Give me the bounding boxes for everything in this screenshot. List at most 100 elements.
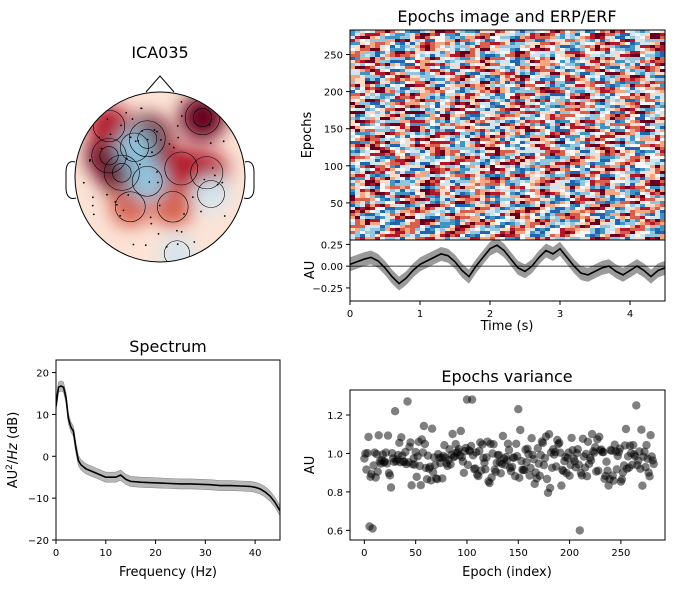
epochs-image-cell xyxy=(370,72,376,76)
epochs-image-cell xyxy=(645,219,651,223)
epochs-image-cell xyxy=(645,156,651,160)
epochs-image-cell xyxy=(645,105,651,109)
epochs-image-cell xyxy=(575,120,581,124)
epochs-image-cell xyxy=(565,33,571,37)
epochs-image-cell xyxy=(640,141,646,145)
epochs-image-cell xyxy=(355,162,361,166)
epochs-image-cell xyxy=(550,168,556,172)
epochs-image-cell xyxy=(635,51,641,55)
epochs-image-cell xyxy=(575,30,581,34)
epochs-image-cell xyxy=(415,165,421,169)
epochs-image-cell xyxy=(470,162,476,166)
epochs-image-cell xyxy=(545,78,551,82)
epochs-image-cell xyxy=(660,132,666,136)
epochs-image-cell xyxy=(595,192,601,196)
epochs-image-cell xyxy=(395,150,401,154)
epochs-image-cell xyxy=(530,144,536,148)
variance-point xyxy=(428,467,438,477)
epochs-image-cell xyxy=(565,159,571,163)
epochs-image-cell xyxy=(610,72,616,76)
epochs-image-cell xyxy=(525,135,531,139)
epochs-image-cell xyxy=(355,171,361,175)
epochs-image-cell xyxy=(460,138,466,142)
epochs-image-cell xyxy=(460,198,466,202)
epochs-image-cell xyxy=(380,204,386,208)
epochs-image-cell xyxy=(435,177,441,181)
epochs-image-cell xyxy=(355,231,361,235)
epochs-image-cell xyxy=(530,78,536,82)
variance-point xyxy=(539,460,549,470)
epochs-image-cell xyxy=(620,111,626,115)
epochs-image-cell xyxy=(455,90,461,94)
epochs-image-cell xyxy=(480,225,486,229)
epochs-image-cell xyxy=(620,237,626,241)
epochs-image-cell xyxy=(405,30,411,34)
epochs-image-cell xyxy=(470,30,476,34)
epochs-image-cell xyxy=(535,63,541,67)
epochs-image-cell xyxy=(430,174,436,178)
epochs-image-cell xyxy=(625,153,631,157)
epochs-image-cell xyxy=(660,63,666,67)
epochs-image-cell xyxy=(445,99,451,103)
epochs-image-cell xyxy=(660,207,666,211)
epochs-image-cell xyxy=(405,138,411,142)
epochs-image-cell xyxy=(370,174,376,178)
epochs-image-cell xyxy=(550,174,556,178)
epochs-image-cell xyxy=(645,198,651,202)
epochs-image-cell xyxy=(350,105,356,109)
epochs-image-cell xyxy=(510,144,516,148)
epochs-image-cell xyxy=(365,234,371,238)
epochs-image-cell xyxy=(615,159,621,163)
epochs-image-cell xyxy=(450,141,456,145)
epochs-image-cell xyxy=(655,75,661,79)
epochs-image-cell xyxy=(550,150,556,154)
epochs-image-cell xyxy=(360,210,366,214)
epochs-image-cell xyxy=(365,183,371,187)
epochs-image-cell xyxy=(555,102,561,106)
epochs-image-cell xyxy=(550,96,556,100)
epochs-image-cell xyxy=(635,33,641,37)
epochs-image-cell xyxy=(365,66,371,70)
epochs-image-cell xyxy=(480,72,486,76)
variance-point xyxy=(621,424,631,434)
epochs-image-cell xyxy=(465,141,471,145)
epochs-image-cell xyxy=(425,66,431,70)
epochs-image-cell xyxy=(645,57,651,61)
epochs-image-cell xyxy=(625,81,631,85)
epochs-image-cell xyxy=(605,108,611,112)
epochs-image-cell xyxy=(390,171,396,175)
epochs-image-cell xyxy=(455,129,461,133)
epochs-image-cell xyxy=(415,90,421,94)
epochs-image-cell xyxy=(545,99,551,103)
epochs-image-cell xyxy=(635,180,641,184)
epochs-image-cell xyxy=(605,162,611,166)
epochs-image-cell xyxy=(520,237,526,241)
epochs-image-cell xyxy=(530,51,536,55)
epochs-image-cell xyxy=(465,105,471,109)
epochs-image-cell xyxy=(575,177,581,181)
epochs-image-cell xyxy=(495,177,501,181)
epochs-image-cell xyxy=(540,108,546,112)
epochs-image-cell xyxy=(395,45,401,49)
epochs-image-cell xyxy=(565,177,571,181)
epochs-image-cell xyxy=(480,156,486,160)
epochs-image-cell xyxy=(545,183,551,187)
epochs-image-cell xyxy=(545,141,551,145)
variance-point xyxy=(448,429,457,439)
epochs-image-cell xyxy=(370,198,376,202)
epochs-image-cell xyxy=(440,129,446,133)
epochs-image-cell xyxy=(620,117,626,121)
epochs-image-cell xyxy=(435,81,441,85)
epochs-image-cell xyxy=(500,84,506,88)
epochs-image-cell xyxy=(640,159,646,163)
epochs-image-cell xyxy=(655,156,661,160)
epochs-image-cell xyxy=(480,63,486,67)
epochs-image-cell xyxy=(370,30,376,34)
epochs-image-cell xyxy=(460,54,466,58)
epochs-image-cell xyxy=(355,129,361,133)
epochs-image-cell xyxy=(535,99,541,103)
variance-point xyxy=(475,446,484,456)
epochs-image-cell xyxy=(410,213,416,217)
epochs-image-cell xyxy=(650,180,656,184)
epochs-image-cell xyxy=(600,165,606,169)
